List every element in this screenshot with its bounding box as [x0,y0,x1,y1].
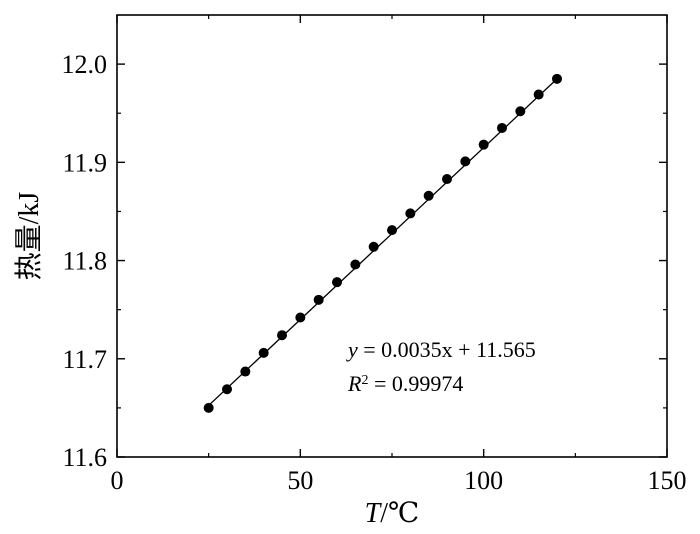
data-point [497,122,507,133]
x-axis-unit: /℃ [380,498,419,529]
fit-equation: y = 0.0035x + 11.565 [346,337,536,362]
data-point [295,312,306,323]
data-point [533,89,544,100]
x-axis-title: T/℃ [365,498,420,529]
data-point [515,106,526,117]
plot-frame [116,14,668,458]
data-point [442,174,452,185]
data-point [277,330,287,341]
x-tick-label: 0 [111,466,124,495]
y-tick-label: 11.9 [62,148,107,177]
data-point [332,277,342,288]
x-tick-label: 150 [648,466,687,495]
data-point [313,294,324,305]
fit-equation-rest: = 0.0035x + 11.565 [358,337,536,362]
r-squared-superscript: 2 [361,373,368,388]
data-point [387,225,397,236]
data-point [460,156,471,167]
x-tick-label: 100 [464,466,503,495]
data-point [350,259,361,270]
y-tick-label: 11.7 [62,345,107,374]
r-squared-letter: R [347,371,362,396]
r-squared: R2 = 0.99974 [347,371,463,396]
y-axis-title: 热量/kJ [13,192,45,281]
r-squared-value: = 0.99974 [368,371,463,396]
x-axis-variable: T [365,498,383,529]
data-point [405,208,416,219]
data-point [222,384,232,395]
axis-tick-labels: 0 50 100 150 11.6 11.7 11.8 11.9 12.0 [62,50,687,495]
y-tick-label: 11.8 [62,247,107,276]
data-point [552,73,562,84]
y-tick-label: 12.0 [62,50,108,79]
data-point [240,366,251,377]
fit-equation-y: y [346,337,358,362]
data-point [478,139,489,150]
data-point [258,347,269,358]
data-point [423,190,434,201]
data-point [368,241,379,252]
x-tick-label: 50 [287,466,313,495]
data-points [203,73,562,413]
data-point [203,402,214,413]
y-tick-label: 11.6 [62,443,107,472]
